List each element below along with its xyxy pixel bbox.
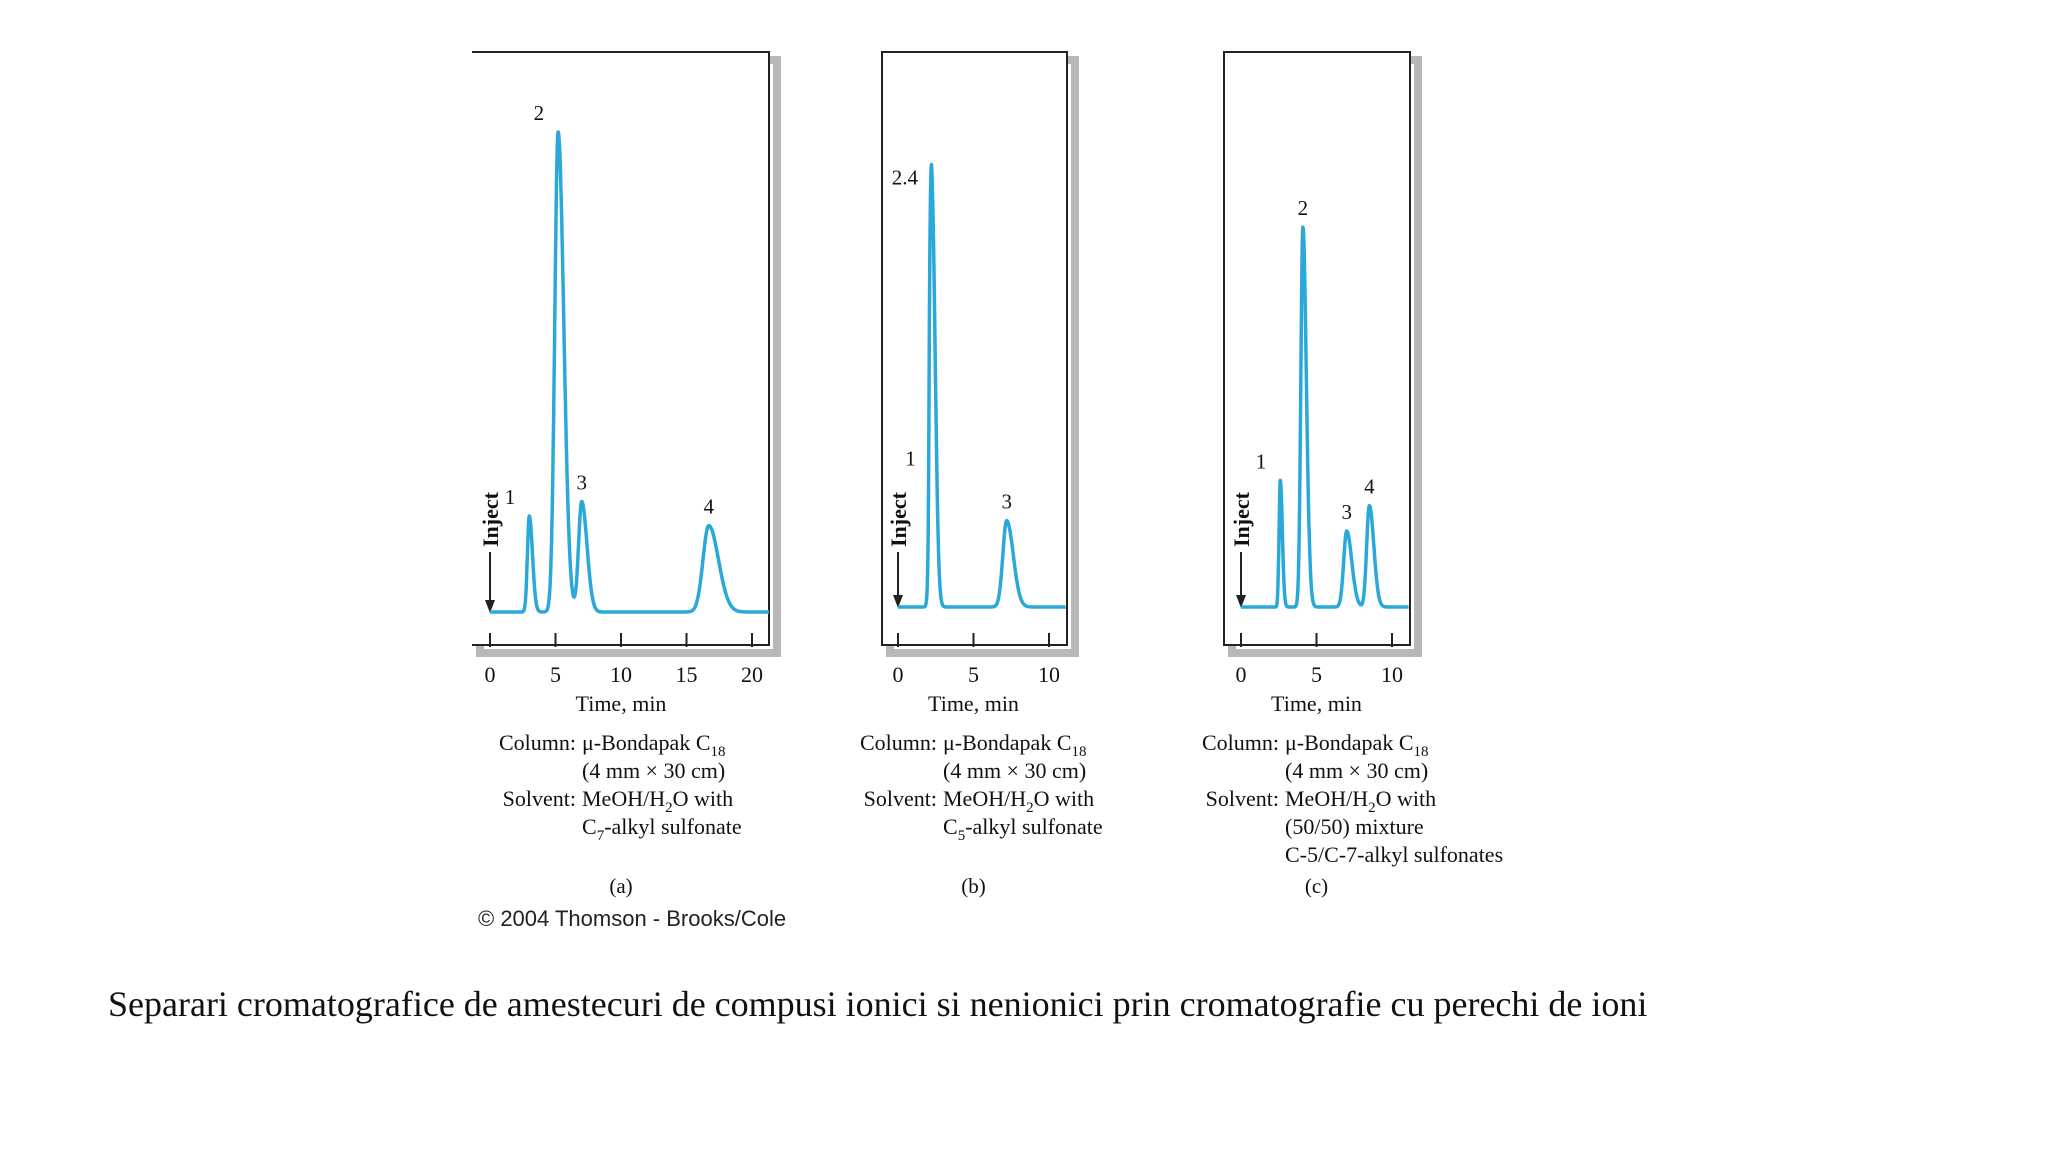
frame-shadow	[476, 56, 781, 657]
chromatogram-trace	[488, 130, 771, 614]
condition-value: MeOH/H2O with	[1285, 786, 1436, 816]
condition-value: (4 mm × 30 cm)	[1285, 758, 1428, 783]
peak-label-1: 1	[505, 485, 516, 509]
x-tick-label: 10	[610, 662, 632, 687]
peak-label-1: 1	[905, 446, 916, 470]
x-tick-label: 0	[893, 662, 904, 687]
peak-label-2: 2	[534, 101, 545, 125]
inject-label: Inject	[1229, 491, 1254, 547]
x-tick-label: 0	[485, 662, 496, 687]
peak-label-4: 4	[1364, 475, 1375, 499]
condition-value: C5-alkyl sulfonate	[943, 814, 1103, 844]
x-tick-label: 10	[1381, 662, 1403, 687]
plot-frame	[472, 51, 770, 646]
condition-value: C7-alkyl sulfonate	[582, 814, 742, 844]
condition-key: Column:	[860, 730, 937, 755]
condition-value: μ-Bondapak C18	[1285, 730, 1429, 760]
condition-value: (4 mm × 30 cm)	[582, 758, 725, 783]
frame-shadow	[886, 56, 1079, 657]
inject-label: Inject	[478, 491, 503, 547]
condition-value: C-5/C-7-alkyl sulfonates	[1285, 842, 1503, 867]
plot-frame	[1223, 51, 1411, 646]
copyright-notice: © 2004 Thomson - Brooks/Cole	[478, 906, 787, 931]
panel-label: (b)	[961, 874, 986, 898]
inject-arrowhead	[893, 595, 903, 608]
condition-key: Solvent:	[864, 786, 937, 811]
condition-key: Solvent:	[1206, 786, 1279, 811]
condition-value: MeOH/H2O with	[582, 786, 733, 816]
condition-value: MeOH/H2O with	[943, 786, 1094, 816]
chromatogram-panel-b: 0 5 10 Time, min Inject 1 2.4 3 Column: μ-Bondapa…	[860, 51, 1103, 898]
x-tick-label: 5	[1311, 662, 1322, 687]
peak-label-4: 4	[704, 495, 715, 519]
peak-label-3: 3	[1001, 490, 1012, 514]
condition-key: Column:	[1202, 730, 1279, 755]
inject-arrowhead	[485, 600, 495, 613]
panel-label: (a)	[609, 874, 632, 898]
condition-value: μ-Bondapak C18	[943, 730, 1087, 760]
chromatogram-trace	[896, 162, 1068, 609]
peak-label-1: 1	[1256, 449, 1267, 473]
condition-key: Solvent:	[503, 786, 576, 811]
inject-arrowhead	[1236, 595, 1246, 608]
panel-label: (c)	[1305, 874, 1328, 898]
chromatogram-panel-a: 0 5 10 15 20 Time, min Inject 1 2 3 4 Column: μ-Bond…	[472, 51, 781, 898]
x-tick-label: 10	[1038, 662, 1060, 687]
peak-label-2-4: 2.4	[892, 166, 919, 190]
chromatogram-trace	[1239, 225, 1411, 609]
peak-label-3: 3	[576, 471, 587, 495]
peak-label-3: 3	[1341, 500, 1352, 524]
x-tick-label: 0	[1236, 662, 1247, 687]
condition-value: (50/50) mixture	[1285, 814, 1424, 839]
condition-value: (4 mm × 30 cm)	[943, 758, 1086, 783]
x-tick-label: 5	[550, 662, 561, 687]
x-tick-label: 5	[968, 662, 979, 687]
x-axis-label: Time, min	[928, 691, 1019, 716]
x-tick-label: 15	[676, 662, 698, 687]
plot-frame	[881, 51, 1068, 646]
figure-caption: Separari cromatografice de amestecuri de…	[108, 984, 1648, 1024]
peak-label-2: 2	[1298, 196, 1309, 220]
x-axis-label: Time, min	[576, 691, 667, 716]
inject-label: Inject	[886, 491, 911, 547]
x-tick-label: 20	[741, 662, 763, 687]
condition-value: μ-Bondapak C18	[582, 730, 726, 760]
frame-shadow	[1228, 56, 1422, 657]
condition-key: Column:	[499, 730, 576, 755]
x-axis-label: Time, min	[1271, 691, 1362, 716]
